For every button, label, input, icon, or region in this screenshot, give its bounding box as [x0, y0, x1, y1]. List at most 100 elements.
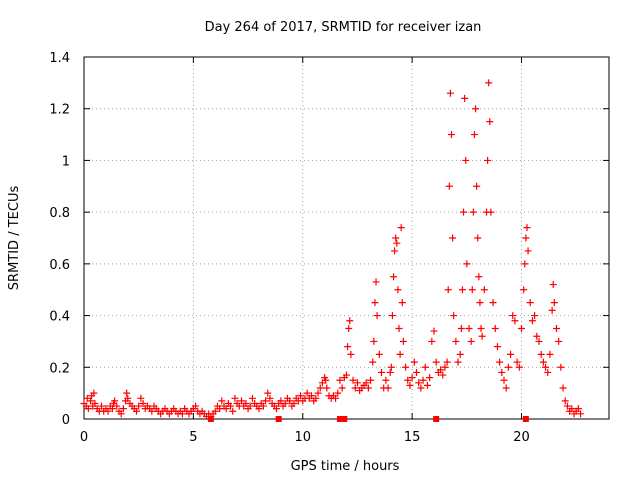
data-point	[273, 405, 280, 413]
data-point	[439, 371, 447, 379]
data-point	[84, 405, 92, 413]
data-point	[449, 234, 457, 242]
data-point	[346, 317, 354, 325]
data-point	[473, 182, 481, 190]
data-point	[229, 407, 237, 415]
data-point	[264, 389, 272, 397]
data-point	[561, 397, 569, 405]
zero-marker	[522, 416, 529, 422]
data-point	[531, 312, 539, 320]
data-point	[133, 407, 140, 415]
data-point	[373, 312, 381, 320]
data-point	[353, 379, 361, 387]
data-point	[423, 381, 431, 389]
zero-marker	[275, 416, 282, 422]
data-point	[286, 397, 294, 405]
data-point	[211, 407, 219, 415]
data-point	[408, 374, 416, 382]
data-point	[518, 325, 525, 332]
data-point	[277, 397, 285, 405]
data-point	[500, 376, 508, 384]
data-point	[227, 402, 235, 410]
data-point	[504, 363, 512, 371]
data-point	[238, 397, 245, 405]
y-tick-label: 0.4	[49, 310, 70, 325]
data-point	[345, 325, 353, 332]
data-point	[316, 384, 324, 392]
data-point	[546, 350, 554, 358]
data-point	[119, 405, 127, 413]
data-point	[398, 299, 406, 307]
y-tick-label: 0.6	[49, 258, 70, 273]
data-point	[465, 325, 473, 332]
data-point	[456, 350, 464, 358]
data-point	[457, 325, 465, 332]
data-point	[487, 208, 495, 216]
data-point	[216, 405, 224, 413]
data-point	[349, 376, 357, 384]
data-point	[485, 79, 493, 87]
data-point	[470, 131, 478, 139]
data-point	[334, 389, 342, 397]
data-point	[332, 394, 340, 402]
data-point	[397, 224, 405, 232]
data-point	[480, 286, 488, 294]
data-point	[474, 234, 482, 242]
data-point	[523, 224, 531, 232]
data-point	[441, 363, 449, 371]
data-point	[148, 407, 156, 415]
data-point	[375, 350, 383, 358]
y-tick-label: 0.8	[49, 206, 70, 221]
data-point	[367, 376, 375, 384]
y-axis-label: SRMTID / TECUs	[7, 186, 22, 291]
data-point	[502, 384, 510, 392]
zero-marker	[336, 416, 343, 422]
data-point	[421, 363, 429, 371]
data-point	[391, 247, 399, 255]
data-point	[493, 343, 501, 351]
data-point	[509, 312, 517, 320]
x-tick-label: 15	[404, 430, 421, 445]
data-point	[458, 286, 466, 294]
data-point	[413, 368, 420, 376]
data-point	[524, 247, 532, 255]
data-point	[526, 299, 534, 307]
data-point	[557, 363, 565, 371]
data-point	[563, 402, 571, 410]
data-point	[255, 405, 263, 413]
axis-ticks: 0 5 10 15 20 0 0.2 0.4 0.6 0.8 1 1.2 1.4	[49, 51, 609, 445]
data-point	[450, 312, 458, 320]
data-point	[491, 325, 499, 332]
data-point	[370, 337, 378, 345]
data-point	[384, 384, 392, 392]
data-point	[448, 131, 455, 139]
data-point	[312, 394, 320, 402]
data-point	[533, 332, 541, 340]
data-point	[522, 234, 530, 242]
data-point	[444, 286, 452, 294]
data-point	[242, 399, 250, 407]
data-point	[469, 208, 477, 216]
data-point	[343, 371, 350, 379]
data-point	[396, 350, 404, 358]
x-axis-label: GPS time / hours	[291, 459, 400, 474]
data-point	[378, 368, 385, 376]
data-point	[432, 358, 440, 366]
data-point	[87, 397, 95, 405]
data-point	[452, 337, 460, 345]
data-point	[549, 281, 557, 289]
data-point	[390, 273, 398, 281]
zero-marker	[207, 416, 214, 422]
data-point	[117, 410, 125, 418]
x-tick-label: 10	[294, 430, 311, 445]
data-point	[539, 358, 547, 366]
data-point	[513, 358, 521, 366]
x-tick-label: 20	[513, 430, 530, 445]
data-point	[537, 350, 545, 358]
data-point	[406, 381, 414, 389]
data-point	[443, 358, 451, 366]
data-point	[308, 392, 315, 400]
data-point	[395, 325, 403, 332]
data-point	[222, 405, 230, 413]
zero-marker	[341, 416, 348, 422]
